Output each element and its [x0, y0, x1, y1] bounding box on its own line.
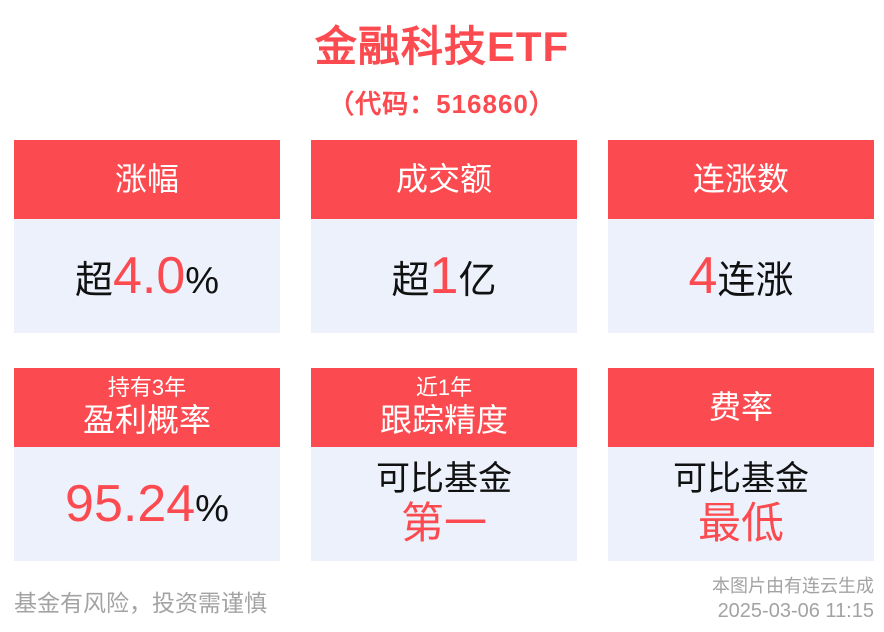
value-prefix: 超	[74, 260, 113, 302]
card-turnover: 成交额 超 1 亿	[311, 140, 577, 333]
value-suffix: %	[185, 260, 220, 302]
card-profit-probability: 持有3年 盈利概率 95.24 %	[14, 368, 280, 561]
card-fee-rate-body: 可比基金 最低	[608, 447, 874, 561]
card-tracking-precision-value: 可比基金 第一	[376, 459, 512, 549]
card-turnover-header: 成交额	[311, 140, 577, 219]
card-header-small-label: 近1年	[415, 374, 473, 400]
card-turnover-value: 超 1 亿	[392, 246, 497, 306]
card-tracking-precision-body: 可比基金 第一	[311, 447, 577, 561]
card-turnover-body: 超 1 亿	[311, 219, 577, 333]
title-area: 金融科技ETF （代码：516860）	[0, 0, 884, 121]
card-price-change: 涨幅 超 4.0 %	[14, 140, 280, 333]
card-fee-rate-value: 可比基金 最低	[673, 459, 809, 549]
generator-credits: 本图片由有连云生成 2025-03-06 11:15	[712, 575, 874, 624]
value-suffix: 连涨	[717, 260, 794, 302]
risk-disclaimer: 基金有风险，投资需谨慎	[14, 590, 267, 616]
card-tracking-precision: 近1年 跟踪精度 可比基金 第一	[311, 368, 577, 561]
card-profit-probability-value: 95.24 %	[65, 474, 229, 534]
card-header-small-label: 持有3年	[107, 374, 187, 400]
value-suffix: %	[195, 488, 229, 530]
value-highlight: 95.24	[65, 475, 196, 533]
card-consecutive-gains: 连涨数 4 连涨	[608, 140, 874, 333]
card-tracking-precision-header: 近1年 跟踪精度	[311, 368, 577, 447]
value-line2: 最低	[698, 499, 784, 548]
card-fee-rate: 费率 可比基金 最低	[608, 368, 874, 561]
card-profit-probability-header: 持有3年 盈利概率	[14, 368, 280, 447]
card-price-change-header: 涨幅	[14, 140, 280, 219]
poster-subtitle-code: （代码：516860）	[328, 89, 556, 120]
value-line2: 第一	[401, 499, 487, 548]
generator-label: 本图片由有连云生成	[712, 575, 874, 596]
card-fee-rate-header: 费率	[608, 368, 874, 447]
card-price-change-body: 超 4.0 %	[14, 219, 280, 333]
card-header-label: 盈利概率	[82, 402, 211, 439]
card-header-label: 连涨数	[692, 160, 789, 197]
card-profit-probability-body: 95.24 %	[14, 447, 280, 561]
card-header-label: 费率	[708, 388, 773, 425]
value-line1: 可比基金	[673, 459, 809, 498]
card-consecutive-gains-body: 4 连涨	[608, 219, 874, 333]
card-consecutive-gains-header: 连涨数	[608, 140, 874, 219]
value-suffix: 亿	[458, 260, 497, 302]
value-line1: 可比基金	[376, 459, 512, 498]
footer: 基金有风险，投资需谨慎 本图片由有连云生成 2025-03-06 11:15	[14, 575, 874, 624]
card-header-label: 成交额	[395, 160, 492, 197]
metric-grid: 涨幅 超 4.0 % 成交额 超 1 亿	[14, 140, 874, 561]
value-highlight: 1	[429, 247, 459, 305]
generation-timestamp: 2025-03-06 11:15	[717, 600, 874, 622]
value-prefix: 超	[391, 260, 430, 302]
poster-title: 金融科技ETF	[314, 23, 570, 70]
card-header-label: 涨幅	[114, 160, 179, 197]
card-price-change-value: 超 4.0 %	[75, 246, 219, 306]
card-header-label: 跟踪精度	[379, 402, 508, 439]
value-highlight: 4	[688, 247, 718, 305]
value-highlight: 4.0	[112, 247, 186, 305]
card-consecutive-gains-value: 4 连涨	[689, 246, 794, 306]
